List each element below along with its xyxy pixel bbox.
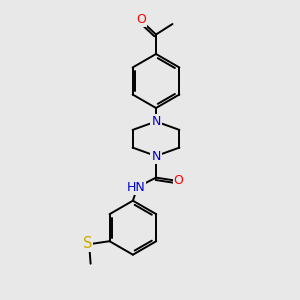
Text: N: N	[151, 149, 161, 163]
Text: N: N	[151, 115, 161, 128]
Text: O: O	[174, 174, 183, 187]
Text: HN: HN	[127, 181, 145, 194]
Text: O: O	[136, 13, 146, 26]
Text: S: S	[83, 236, 92, 251]
